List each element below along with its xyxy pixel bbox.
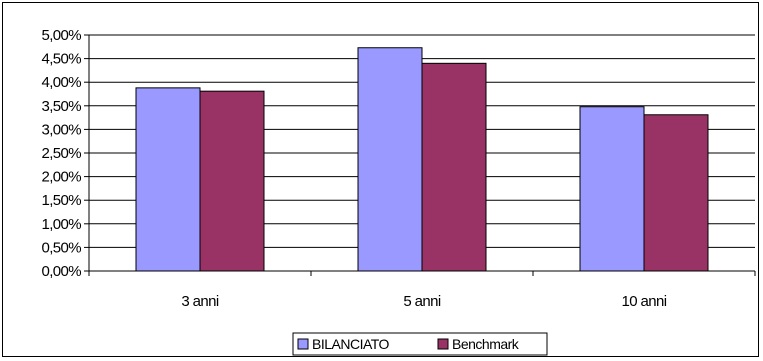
y-tick-label: 2,00% — [41, 169, 81, 186]
legend: BILANCIATO Benchmark — [292, 332, 548, 356]
bars — [135, 47, 709, 272]
x-tick-label: 10 anni — [621, 293, 666, 310]
x-tick-label: 3 anni — [181, 293, 219, 310]
bar-benchmark-2 — [421, 62, 487, 272]
y-tick-label: 2,50% — [41, 145, 81, 162]
y-tick-label: 3,50% — [41, 98, 81, 115]
legend-label-benchmark: Benchmark — [452, 336, 520, 352]
y-tick-label: 5,00% — [41, 27, 81, 44]
y-tick-label: 4,50% — [41, 51, 81, 68]
axes — [88, 35, 756, 276]
legend-swatch-benchmark — [437, 338, 449, 350]
legend-swatch-bilanciato — [297, 338, 309, 350]
x-tick-label: 5 anni — [403, 293, 441, 310]
bar-benchmark-3 — [643, 114, 709, 272]
y-tick-label: 0,00% — [41, 263, 81, 280]
y-tick-label: 4,00% — [41, 74, 81, 91]
bar-bilanciato-2 — [357, 47, 423, 272]
bar-bilanciato-1 — [135, 87, 201, 272]
legend-box — [292, 332, 548, 356]
x-tick-labels: 3 anni 5 anni 10 anni — [181, 293, 667, 310]
y-tick-labels: 0,00% 0,50% 1,00% 1,50% 2,00% 2,50% 3,00% 3,50%… — [41, 27, 81, 280]
y-tick-label: 1,00% — [41, 216, 81, 233]
bar-benchmark-1 — [199, 90, 265, 272]
y-tick-label: 0,50% — [41, 239, 81, 256]
y-tick-label: 1,50% — [41, 192, 81, 209]
legend-label-bilanciato: BILANCIATO — [312, 336, 390, 352]
bar-bilanciato-3 — [579, 106, 645, 272]
y-tick-label: 3,00% — [41, 121, 81, 138]
